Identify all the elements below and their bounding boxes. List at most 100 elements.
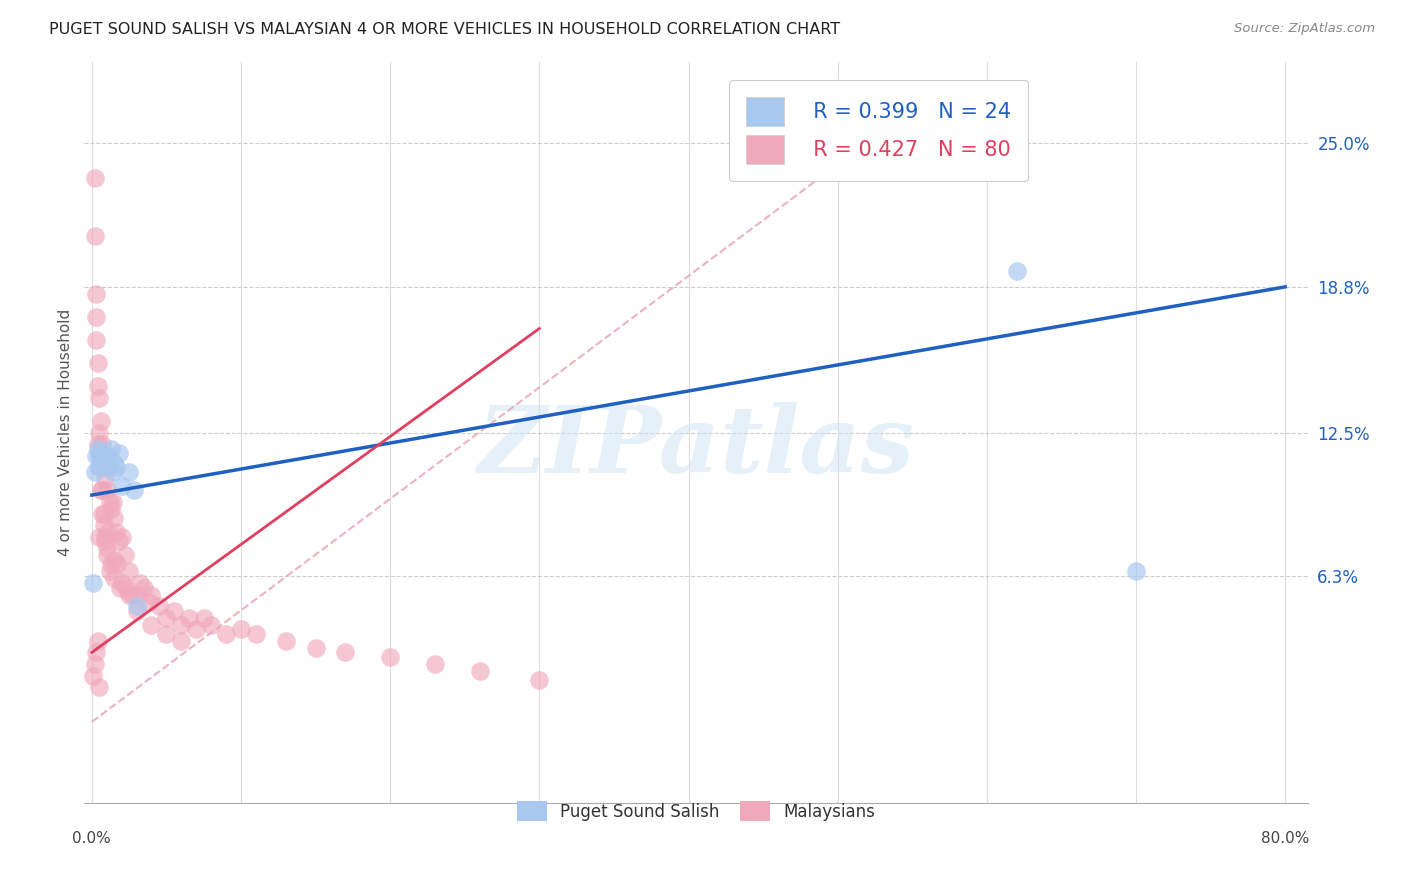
Point [111, 479, 134, 493]
Point [103, 571, 125, 585]
Point [82, 576, 104, 591]
Point [89, 449, 111, 463]
Point [94, 451, 117, 466]
Text: 0.0%: 0.0% [73, 830, 111, 846]
Point [93, 518, 115, 533]
Point [101, 495, 124, 509]
Point [200, 617, 222, 632]
Point [177, 610, 200, 624]
Point [89, 460, 111, 475]
Point [83, 465, 105, 479]
Point [148, 599, 170, 614]
Point [91, 483, 114, 498]
Point [304, 640, 326, 655]
Point [90, 483, 112, 498]
Point [155, 627, 177, 641]
Point [98, 495, 121, 509]
Point [115, 581, 138, 595]
Point [193, 610, 215, 624]
Point [215, 627, 238, 641]
Point [138, 594, 160, 608]
Point [1125, 565, 1147, 579]
Text: Source: ZipAtlas.com: Source: ZipAtlas.com [1234, 22, 1375, 36]
Point [84, 645, 107, 659]
Point [118, 588, 141, 602]
Point [91, 507, 114, 521]
Point [94, 472, 117, 486]
Point [84, 286, 107, 301]
Point [114, 548, 136, 562]
Point [128, 576, 150, 591]
Point [90, 456, 112, 470]
Point [89, 530, 111, 544]
Point [100, 442, 122, 456]
Point [90, 414, 112, 428]
Point [97, 460, 120, 475]
Point [170, 617, 193, 632]
Point [84, 310, 107, 324]
Point [89, 680, 111, 694]
Point [100, 558, 122, 572]
Point [111, 530, 134, 544]
Point [103, 456, 125, 470]
Point [91, 437, 114, 451]
Point [98, 453, 121, 467]
Point [163, 604, 186, 618]
Text: ZIPatlas: ZIPatlas [478, 402, 914, 492]
Point [91, 446, 114, 460]
Point [96, 541, 118, 556]
Point [98, 565, 121, 579]
Point [155, 610, 177, 624]
Point [380, 650, 402, 665]
Point [1005, 263, 1028, 277]
Point [83, 171, 105, 186]
Point [87, 442, 110, 456]
Point [186, 622, 208, 636]
Y-axis label: 4 or more Vehicles in Household: 4 or more Vehicles in Household [58, 309, 73, 557]
Point [529, 673, 551, 688]
Point [94, 534, 117, 549]
Point [84, 333, 107, 347]
Point [96, 460, 118, 475]
Point [82, 668, 104, 682]
Point [118, 465, 141, 479]
Point [125, 588, 148, 602]
Point [105, 558, 128, 572]
Point [83, 229, 105, 244]
Point [423, 657, 446, 671]
Point [108, 581, 131, 595]
Point [104, 525, 127, 540]
Point [96, 548, 118, 562]
Point [125, 599, 148, 614]
Point [87, 633, 110, 648]
Point [94, 530, 117, 544]
Point [170, 633, 193, 648]
Point [89, 391, 111, 405]
Point [87, 356, 110, 370]
Point [141, 588, 163, 602]
Point [97, 525, 120, 540]
Point [132, 581, 155, 595]
Point [93, 507, 115, 521]
Point [87, 379, 110, 393]
Point [100, 502, 122, 516]
Point [93, 449, 115, 463]
Point [93, 456, 115, 470]
Point [107, 446, 129, 460]
Point [141, 617, 163, 632]
Legend: Puget Sound Salish, Malaysians: Puget Sound Salish, Malaysians [508, 791, 884, 831]
Point [97, 449, 120, 463]
Point [101, 465, 124, 479]
Point [83, 657, 105, 671]
Point [245, 627, 267, 641]
Text: PUGET SOUND SALISH VS MALAYSIAN 4 OR MORE VEHICLES IN HOUSEHOLD CORRELATION CHAR: PUGET SOUND SALISH VS MALAYSIAN 4 OR MOR… [49, 22, 841, 37]
Point [107, 534, 129, 549]
Point [111, 576, 134, 591]
Point [90, 449, 112, 463]
Point [125, 604, 148, 618]
Point [96, 483, 118, 498]
Text: 80.0%: 80.0% [1261, 830, 1309, 846]
Point [89, 460, 111, 475]
Point [104, 460, 127, 475]
Point [89, 425, 111, 440]
